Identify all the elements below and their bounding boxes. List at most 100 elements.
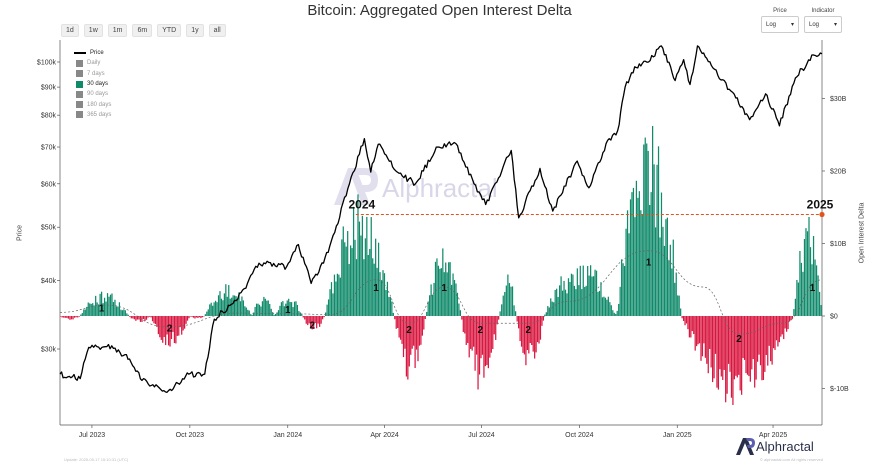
- oi-delta-bar: [732, 316, 734, 405]
- oi-delta-bar: [691, 316, 693, 332]
- legend-item-365-days[interactable]: 365 days: [74, 110, 111, 120]
- oi-delta-bar: [812, 235, 815, 316]
- phase-label: 1: [646, 258, 652, 269]
- legend-item-price[interactable]: Price: [74, 48, 111, 58]
- oi-delta-bar: [319, 316, 321, 327]
- oi-delta-bar: [169, 316, 171, 347]
- oi-delta-bar: [553, 302, 555, 316]
- phase-label: 2: [478, 325, 484, 336]
- oi-delta-bar: [459, 310, 461, 316]
- legend-item-30-days[interactable]: 30 days: [74, 79, 111, 89]
- range-button-1d[interactable]: 1d: [61, 24, 79, 37]
- oi-delta-bar: [250, 314, 252, 316]
- oi-delta-bar: [124, 310, 126, 316]
- range-button-6m[interactable]: 6m: [132, 24, 153, 37]
- oi-delta-bar: [150, 316, 152, 318]
- oi-delta-bar: [592, 276, 595, 316]
- oi-delta-bar: [660, 192, 663, 316]
- legend-label: 90 days: [87, 91, 109, 98]
- oi-delta-bar: [635, 180, 638, 316]
- legend-item-180-days[interactable]: 180 days: [74, 99, 111, 109]
- oi-delta-bar: [166, 316, 168, 335]
- oi-delta-bar: [67, 316, 70, 319]
- oi-delta-bar: [375, 238, 377, 316]
- price-scale-value: Log: [766, 21, 777, 28]
- watermark-text: Alphractal: [382, 173, 498, 203]
- oi-delta-bar: [680, 308, 682, 316]
- oi-delta-bar: [548, 307, 550, 316]
- range-button-all[interactable]: all: [208, 24, 226, 37]
- y-left-tick-label: $80k: [41, 113, 57, 120]
- oi-delta-bar: [139, 316, 142, 322]
- indicator-scale-control: Indicator Log ▾: [804, 8, 842, 33]
- oi-delta-bar: [723, 316, 725, 370]
- oi-delta-bar: [242, 300, 245, 316]
- oi-delta-bar: [490, 316, 492, 353]
- range-button-1w[interactable]: 1w: [83, 24, 103, 37]
- oi-delta-bar: [621, 259, 623, 316]
- oi-delta-bar: [696, 316, 698, 347]
- oi-delta-bar: [607, 296, 609, 316]
- oi-delta-bar: [528, 316, 530, 354]
- oi-delta-bar: [61, 316, 63, 318]
- oi-delta-bar: [541, 316, 543, 326]
- range-button-ytd[interactable]: YTD: [157, 24, 182, 37]
- oi-delta-bar: [481, 316, 484, 355]
- oi-delta-bar: [443, 272, 445, 316]
- oi-delta-bar: [352, 206, 355, 316]
- oi-delta-bar: [644, 137, 646, 316]
- box-swatch-icon: [76, 80, 83, 88]
- oi-delta-bar: [172, 316, 174, 332]
- legend-item-7-days[interactable]: 7 days: [74, 69, 111, 79]
- oi-delta-bar: [188, 316, 190, 319]
- legend-item-90-days[interactable]: 90 days: [74, 89, 111, 99]
- y-right-tick-label: $20B: [830, 169, 847, 176]
- oi-delta-bar: [269, 303, 271, 316]
- oi-delta-bar: [445, 262, 447, 316]
- alphractal-logo-icon: [736, 438, 755, 455]
- range-button-1m[interactable]: 1m: [107, 24, 128, 37]
- oi-delta-bar: [706, 316, 708, 364]
- oi-delta-bar: [657, 146, 660, 316]
- oi-delta-bar: [77, 316, 79, 318]
- price-scale-select[interactable]: Log ▾: [761, 16, 799, 33]
- oi-delta-bar: [754, 316, 756, 388]
- indicator-scale-select[interactable]: Log ▾: [804, 16, 842, 33]
- oi-delta-bar: [703, 316, 705, 344]
- indicator-scale-label: Indicator: [811, 8, 835, 14]
- oi-delta-bar: [429, 295, 431, 316]
- oi-delta-bar: [742, 316, 744, 359]
- oi-delta-bar: [179, 316, 181, 328]
- oi-delta-bar: [148, 316, 151, 317]
- oi-delta-bar: [516, 316, 518, 322]
- oi-delta-bar: [280, 302, 283, 316]
- oi-delta-bar: [572, 274, 574, 316]
- oi-delta-bar: [338, 274, 340, 316]
- oi-delta-bar: [656, 164, 658, 316]
- oi-delta-bar: [493, 316, 495, 335]
- oi-delta-bar: [653, 164, 655, 316]
- oi-delta-bar: [299, 312, 301, 316]
- oi-delta-bar: [714, 316, 717, 354]
- oi-delta-bar: [292, 307, 294, 316]
- legend-item-daily[interactable]: Daily: [74, 58, 111, 68]
- oi-delta-bar: [820, 305, 822, 316]
- oi-delta-bar: [522, 316, 524, 353]
- oi-delta-bar: [363, 259, 365, 316]
- oi-delta-bar: [274, 313, 277, 316]
- oi-delta-bar: [305, 316, 307, 324]
- oi-delta-bar: [817, 275, 819, 316]
- oi-delta-bar: [800, 262, 803, 316]
- oi-delta-bar: [513, 305, 515, 316]
- range-button-1y[interactable]: 1y: [186, 24, 204, 37]
- oi-delta-bar: [462, 316, 464, 333]
- oi-delta-bar: [220, 298, 223, 316]
- oi-delta-bar: [98, 304, 100, 316]
- oi-delta-bar: [401, 316, 403, 344]
- oi-delta-bar: [647, 150, 649, 316]
- oi-delta-bar: [502, 295, 504, 316]
- oi-delta-bar: [156, 316, 158, 327]
- oi-delta-bar: [439, 268, 441, 316]
- oi-delta-bar: [650, 192, 652, 316]
- oi-delta-bar: [440, 268, 442, 316]
